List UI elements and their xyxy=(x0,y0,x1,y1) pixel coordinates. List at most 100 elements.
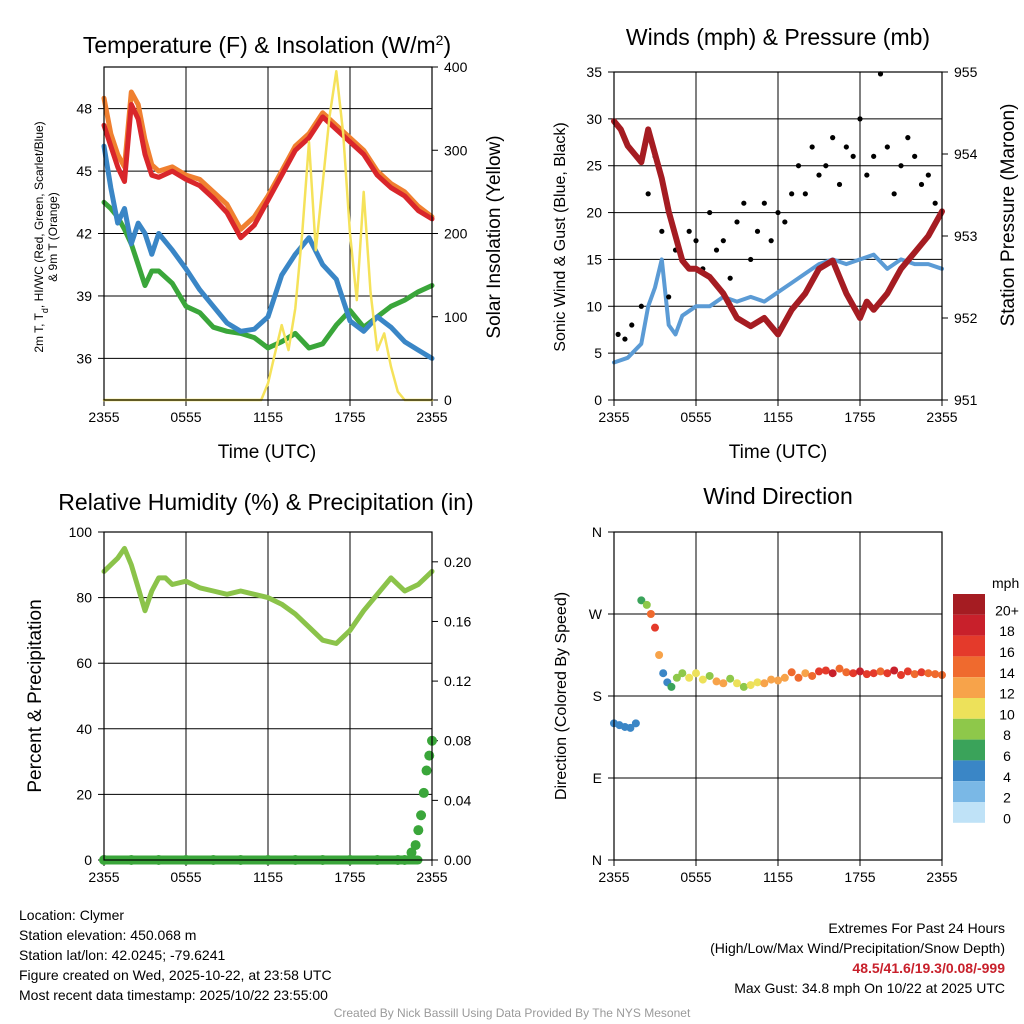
colorbar-label: 16 xyxy=(999,644,1015,660)
station-location: Location: Clymer xyxy=(19,907,125,923)
wind-series-gust-point xyxy=(629,322,635,328)
colorbar-label: 20+ xyxy=(995,602,1019,618)
rh-series-precipitation-point xyxy=(416,810,427,821)
wind-y-tick-label: 10 xyxy=(586,298,602,314)
temp-y-tick-label: 45 xyxy=(76,163,92,179)
dir-point xyxy=(917,668,926,677)
dir-y-tick-label: S xyxy=(593,688,602,704)
dir-y-tick-label: W xyxy=(589,606,603,622)
colorbar-swatch xyxy=(953,781,985,802)
dir-point xyxy=(862,670,871,679)
dir-point xyxy=(631,719,640,728)
temp-series-hi-wc xyxy=(101,143,435,361)
wind-series-gust-point xyxy=(871,153,877,159)
dir-x-tick-label: 0555 xyxy=(680,869,711,885)
colorbar-label: 8 xyxy=(1003,727,1011,743)
temp-x-tick-label: 0555 xyxy=(170,409,201,425)
dir-point xyxy=(760,679,769,688)
dir-x-tick-label: 1755 xyxy=(844,869,875,885)
dir-point xyxy=(733,679,741,688)
rh-series-precipitation-point xyxy=(418,787,429,798)
dir-point xyxy=(774,676,782,685)
station-info: Location: Clymer Station elevation: 450.… xyxy=(19,905,332,1005)
wind-series-gust-point xyxy=(748,256,754,263)
temp-plot-area: 2355 0555 1155 1755 2355 36 39 42 45 48 0 100 200 300… xyxy=(76,59,467,425)
dir-point xyxy=(705,671,714,680)
dir-point xyxy=(642,600,651,609)
rh-y-tick-label: 0 xyxy=(84,852,92,868)
wind-series-gust-point xyxy=(720,238,726,244)
wind-series-gust-point xyxy=(802,191,808,197)
dir-point xyxy=(910,670,919,679)
rh-y2-tick-label: 0.00 xyxy=(444,852,471,868)
rh-y2-tick-label: 0.08 xyxy=(444,733,471,749)
wind-series-sonic-wind xyxy=(612,252,944,365)
temp-y2-tick-label: 300 xyxy=(444,142,468,158)
dir-x-tick-label: 1155 xyxy=(763,869,793,885)
wind-plot-border xyxy=(613,71,943,401)
rh-y2-tick-label: 0.12 xyxy=(444,673,471,689)
wind-series-gust-point xyxy=(843,144,849,150)
temp-plot-border xyxy=(103,66,433,401)
figure-created: Figure created on Wed, 2025-10-22, at 23… xyxy=(19,967,332,983)
dir-point xyxy=(931,670,940,679)
wind-series-gust-point xyxy=(615,331,621,337)
dir-point xyxy=(821,666,830,675)
colorbar-label: 10 xyxy=(999,706,1015,722)
dir-x-tick-label: 2355 xyxy=(926,869,957,885)
temp-x-tick-label: 2355 xyxy=(88,409,119,425)
extremes-info: Extremes For Past 24 Hours (High/Low/Max… xyxy=(710,918,1005,998)
colorbar-swatch xyxy=(953,739,985,761)
temp-ylabel-left: 2m T, Td, HI/WC (Red, Green, Scarlet/Blu… xyxy=(32,121,50,352)
wind-series-gust-point xyxy=(782,219,788,225)
colorbar-swatch xyxy=(953,760,985,782)
colorbar-label: 18 xyxy=(999,623,1015,639)
wind-y-tick-label: 5 xyxy=(594,345,602,361)
rh-x-tick-label: 2355 xyxy=(416,869,447,885)
colorbar-label: 0 xyxy=(1003,810,1011,826)
dir-point xyxy=(712,677,721,686)
wind-series-gust-point xyxy=(905,135,911,141)
extremes-title: Extremes For Past 24 Hours xyxy=(828,920,1005,936)
wind-series-gust-point xyxy=(836,181,843,188)
rh-y-tick-label: 80 xyxy=(76,590,92,606)
rh-series-relative-humidity xyxy=(101,545,435,646)
wind-series-gust-point xyxy=(884,144,890,150)
wind-series-gust-point xyxy=(741,200,747,206)
wind-y-tick-label: 15 xyxy=(586,251,602,267)
recent-timestamp: Most recent data timestamp: 2025/10/22 2… xyxy=(19,987,328,1003)
wind-series-gust-point xyxy=(932,200,938,206)
rh-plot-border xyxy=(103,531,433,861)
wind-series-gust-point xyxy=(761,200,767,206)
dir-y-tick-label: E xyxy=(593,770,602,786)
dir-point xyxy=(672,673,681,682)
dir-point xyxy=(787,668,796,677)
wind-series-gust-point xyxy=(857,116,863,122)
wind-series-gust-point xyxy=(659,228,665,234)
wind-plot-area: 2355 0555 1155 1755 235505101520253035951952… xyxy=(586,64,977,425)
credit-line: Created By Nick Bassill Using Data Provi… xyxy=(333,1006,691,1020)
wind-series-gust-point xyxy=(713,247,720,253)
wind-series-gust-point xyxy=(823,163,829,169)
temp-y2-tick-label: 0 xyxy=(444,392,452,408)
dir-point xyxy=(924,669,933,678)
temp-y-tick-label: 36 xyxy=(76,350,92,366)
wind-series-gust-point xyxy=(850,153,856,159)
temp-y-tick-label: 48 xyxy=(76,101,92,117)
dir-point xyxy=(815,667,823,676)
dir-point xyxy=(667,682,676,691)
extremes-description: (High/Low/Max Wind/Precipitation/Snow De… xyxy=(710,940,1005,956)
rh-series-precipitation-point xyxy=(421,765,432,776)
temp-x-tick-label: 1155 xyxy=(253,409,283,425)
temp-y-tick-label: 39 xyxy=(76,288,92,304)
dir-plot-border xyxy=(613,531,943,861)
temp-ylabel-left-2: & 9m T (Orange) xyxy=(46,192,60,282)
wind-ylabel-right: Station Pressure (Maroon) xyxy=(998,104,1019,327)
wind-series-gust-point xyxy=(707,209,713,216)
rh-title: Relative Humidity (%) & Precipitation (i… xyxy=(58,489,473,515)
wind-series-gust-point xyxy=(830,135,836,141)
wind-y-tick-label: 35 xyxy=(586,64,602,80)
wind-xlabel: Time (UTC) xyxy=(729,442,828,463)
